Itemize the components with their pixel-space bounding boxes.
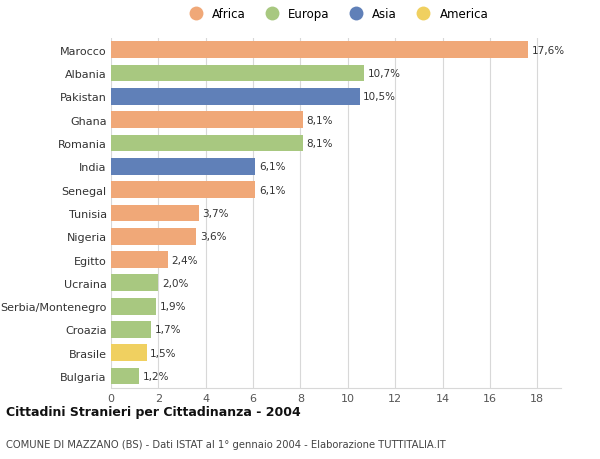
Text: Cittadini Stranieri per Cittadinanza - 2004: Cittadini Stranieri per Cittadinanza - 2…: [6, 405, 301, 419]
Bar: [111, 182, 256, 199]
Bar: [111, 298, 156, 315]
Bar: [111, 135, 303, 152]
Bar: [111, 368, 139, 385]
Bar: [111, 89, 359, 106]
Text: COMUNE DI MAZZANO (BS) - Dati ISTAT al 1° gennaio 2004 - Elaborazione TUTTITALIA: COMUNE DI MAZZANO (BS) - Dati ISTAT al 1…: [6, 440, 446, 449]
Bar: [111, 228, 196, 245]
Text: 6,1%: 6,1%: [259, 185, 286, 195]
Text: 2,0%: 2,0%: [162, 278, 188, 288]
Bar: [111, 345, 146, 361]
Text: 2,4%: 2,4%: [172, 255, 198, 265]
Bar: [111, 252, 168, 269]
Legend: Africa, Europa, Asia, America: Africa, Europa, Asia, America: [179, 4, 493, 26]
Text: 10,5%: 10,5%: [363, 92, 396, 102]
Text: 1,5%: 1,5%: [150, 348, 176, 358]
Bar: [111, 158, 256, 175]
Text: 10,7%: 10,7%: [368, 69, 401, 79]
Text: 3,7%: 3,7%: [202, 208, 229, 218]
Text: 1,9%: 1,9%: [160, 302, 186, 312]
Text: 6,1%: 6,1%: [259, 162, 286, 172]
Bar: [111, 321, 151, 338]
Text: 3,6%: 3,6%: [200, 232, 226, 242]
Text: 17,6%: 17,6%: [532, 45, 565, 56]
Bar: [111, 66, 364, 82]
Bar: [111, 275, 158, 291]
Bar: [111, 205, 199, 222]
Text: 1,2%: 1,2%: [143, 371, 169, 381]
Bar: [111, 42, 528, 59]
Text: 8,1%: 8,1%: [307, 139, 333, 149]
Text: 1,7%: 1,7%: [155, 325, 181, 335]
Text: 8,1%: 8,1%: [307, 115, 333, 125]
Bar: [111, 112, 303, 129]
